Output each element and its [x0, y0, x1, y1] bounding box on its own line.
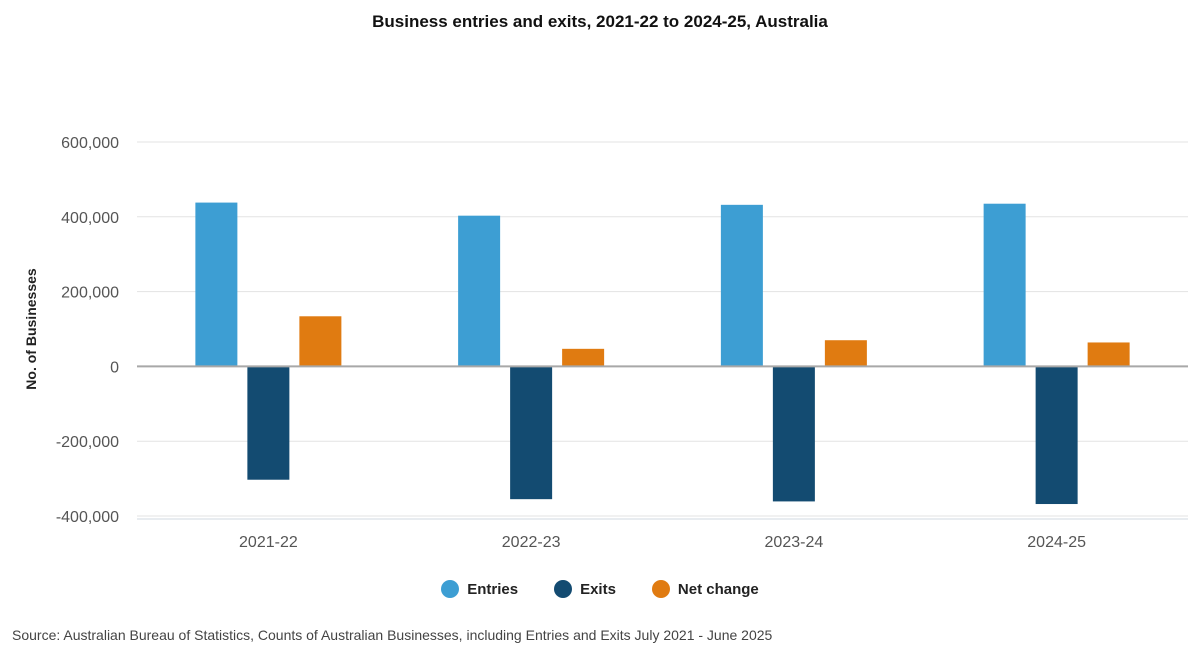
legend-marker-icon: [651, 580, 670, 598]
legend-marker-icon: [554, 580, 573, 598]
bar-entries-2022-23: [458, 215, 501, 367]
x-tick-label: 2021-22: [239, 534, 298, 551]
bar-net-change-2024-25: [1087, 342, 1130, 367]
bar-net-change-2023-24: [824, 340, 867, 367]
legend-item-exits[interactable]: Exits: [554, 580, 616, 598]
legend-label: Net change: [677, 580, 759, 598]
y-tick-label: 0: [110, 359, 119, 376]
bar-entries-2024-25: [983, 203, 1026, 367]
bar-entries-2023-24: [720, 204, 763, 367]
y-tick-label: 600,000: [61, 135, 119, 152]
bar-exits-2024-25: [1035, 366, 1078, 505]
bar-entries-2021-22: [195, 202, 238, 367]
chart-title: Business entries and exits, 2021-22 to 2…: [372, 12, 828, 31]
legend-label: Exits: [580, 580, 616, 598]
y-tick-label: 200,000: [61, 285, 119, 302]
y-tick-label: -400,000: [56, 509, 119, 526]
x-tick-label: 2024-25: [1027, 534, 1086, 551]
y-axis-label: No. of Businesses: [23, 268, 39, 390]
bar-net-change-2022-23: [562, 348, 605, 367]
y-tick-label: 400,000: [61, 210, 119, 227]
source-note: Source: Australian Bureau of Statistics,…: [12, 627, 773, 643]
bar-net-change-2021-22: [299, 316, 342, 367]
legend-label: Entries: [467, 580, 519, 598]
bar-exits-2021-22: [247, 366, 290, 480]
y-tick-label: -200,000: [56, 434, 119, 451]
bar-exits-2023-24: [772, 366, 815, 502]
x-tick-label: 2022-23: [502, 534, 561, 551]
bar-exits-2022-23: [510, 366, 553, 500]
legend-item-entries[interactable]: Entries: [441, 580, 518, 598]
legend-marker-icon: [441, 580, 460, 598]
x-tick-label: 2023-24: [765, 534, 824, 551]
legend-item-net-change[interactable]: Net change: [651, 580, 759, 598]
legend: Entries Exits Net change: [0, 580, 1200, 598]
